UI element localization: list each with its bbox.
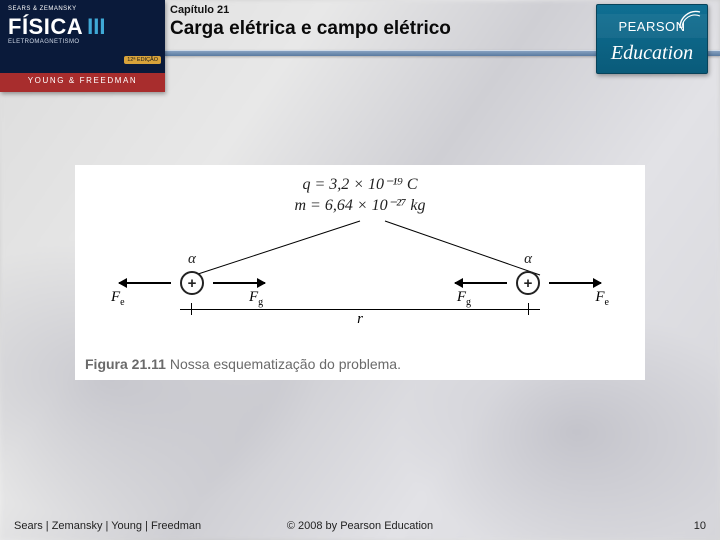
cover-series: SEARS & ZEMANSKY	[8, 6, 77, 12]
slide: SEARS & ZEMANSKY FÍSICA III ELETROMAGNET…	[0, 0, 720, 540]
publisher-brand: Education	[611, 42, 693, 65]
equation-q: q = 3,2 × 10⁻¹⁹ C	[85, 174, 635, 194]
cover-subtitle: ELETROMAGNETISMO	[8, 39, 157, 45]
publisher-name: PEARSON	[618, 19, 685, 34]
book-cover: SEARS & ZEMANSKY FÍSICA III ELETROMAGNET…	[0, 0, 165, 92]
publisher-arc-icon	[678, 8, 702, 32]
figure-caption-text: Nossa esquematização do problema.	[170, 356, 401, 372]
particle-left: +	[180, 271, 204, 295]
publisher-logo: PEARSON Education	[596, 4, 708, 74]
figure-equations: q = 3,2 × 10⁻¹⁹ C m = 6,64 × 10⁻²⁷ kg	[85, 174, 635, 215]
arrow-fe-right	[549, 282, 601, 284]
particle-left-symbol: +	[188, 275, 197, 292]
force-label-fe-left: Fe	[111, 289, 125, 308]
cover-authors-band: YOUNG & FREEDMAN	[0, 73, 165, 88]
figure-panel: q = 3,2 × 10⁻¹⁹ C m = 6,64 × 10⁻²⁷ kg α …	[75, 165, 645, 355]
footer-copyright: © 2008 by Pearson Education	[14, 520, 706, 532]
force-label-fg-right: Fg	[457, 289, 471, 308]
figure-diagram: α α + + Fe Fg Fg Fe r	[85, 219, 635, 331]
alpha-label-right: α	[524, 251, 532, 268]
cover-edition-pill: 12ª EDIÇÃO	[124, 56, 161, 64]
force-label-fg-left: Fg	[249, 289, 263, 308]
arrow-fe-left	[119, 282, 171, 284]
figure-caption: Figura 21.11 Nossa esquematização do pro…	[75, 352, 645, 380]
chapter-title: Carga elétrica e campo elétrico	[170, 18, 590, 40]
footer: Sears | Zemansky | Young | Freedman © 20…	[14, 520, 706, 532]
cover-title-vol: III	[87, 14, 105, 40]
arrow-fg-left	[213, 282, 265, 284]
alpha-label-left: α	[188, 251, 196, 268]
force-label-fe-right: Fe	[595, 289, 609, 308]
header: Capítulo 21 Carga elétrica e campo elétr…	[170, 4, 590, 40]
distance-label: r	[85, 311, 635, 328]
chapter-label: Capítulo 21	[170, 4, 590, 16]
slant-lines-icon	[85, 219, 655, 279]
equation-m: m = 6,64 × 10⁻²⁷ kg	[85, 195, 635, 215]
cover-title-main: FÍSICA	[8, 14, 83, 40]
distance-baseline	[180, 309, 540, 310]
particle-right-symbol: +	[524, 275, 533, 292]
arrow-fg-right	[455, 282, 507, 284]
figure-number: Figura 21.11	[85, 356, 166, 372]
particle-right: +	[516, 271, 540, 295]
